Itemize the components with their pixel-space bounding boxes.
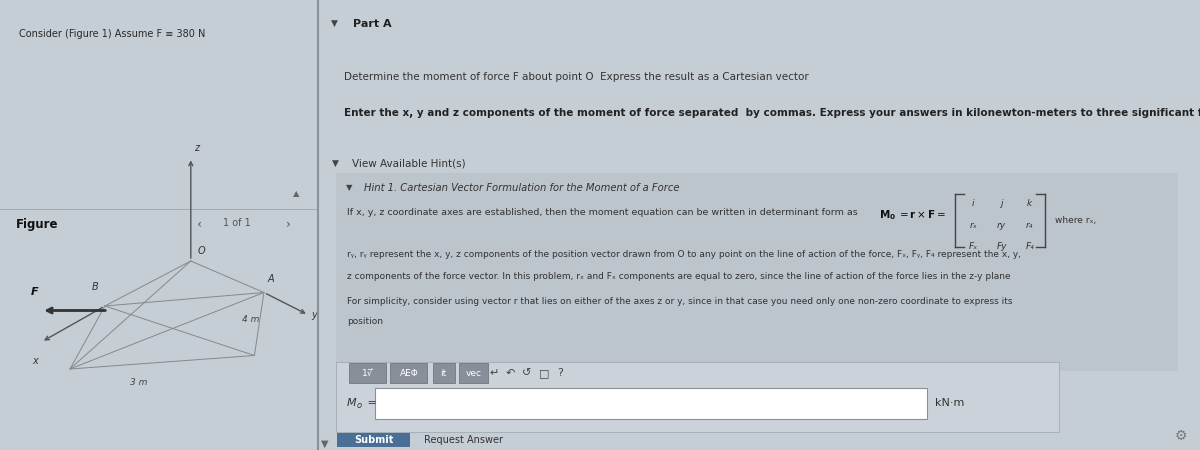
Text: it: it: [440, 369, 446, 378]
Text: 1√̅: 1√̅: [361, 369, 373, 378]
Text: kN·m: kN·m: [936, 398, 965, 408]
Bar: [376, 388, 926, 418]
Text: □: □: [540, 368, 550, 378]
Text: ▼: ▼: [347, 183, 353, 192]
Bar: [349, 363, 386, 383]
Text: 4 m: 4 m: [241, 315, 259, 324]
Text: F: F: [30, 287, 38, 297]
Text: B: B: [92, 283, 98, 293]
Bar: [390, 363, 427, 383]
Text: A: A: [268, 274, 274, 284]
Text: r₄: r₄: [1026, 220, 1033, 230]
Text: ry: ry: [997, 220, 1006, 230]
Text: rₓ: rₓ: [970, 220, 977, 230]
Text: ↺: ↺: [522, 368, 532, 378]
Text: For simplicity, consider using vector r that lies on either of the axes z or y, : For simplicity, consider using vector r …: [347, 297, 1013, 306]
Text: z components of the force vector. In this problem, rₓ and Fₓ components are equa: z components of the force vector. In thi…: [347, 272, 1010, 281]
Bar: [336, 173, 1178, 371]
Text: If x, y, z coordinate axes are established, then the moment equation can be writ: If x, y, z coordinate axes are establish…: [347, 208, 860, 217]
Text: ▼: ▼: [332, 158, 338, 167]
Text: Part A: Part A: [353, 19, 392, 29]
Text: M: M: [347, 398, 356, 408]
Text: Consider (Figure 1) Assume F ≡ 380 N: Consider (Figure 1) Assume F ≡ 380 N: [19, 29, 205, 39]
Text: Fy: Fy: [996, 242, 1007, 251]
Text: Enter the x, y and z components of the moment of force separated  by commas. Exp: Enter the x, y and z components of the m…: [344, 108, 1200, 118]
Text: 3 m: 3 m: [131, 378, 148, 387]
Text: AEΦ: AEΦ: [400, 369, 419, 378]
Text: O: O: [197, 247, 205, 256]
Text: $\mathbf{M_0}$: $\mathbf{M_0}$: [878, 208, 896, 222]
Text: ›: ›: [287, 218, 292, 231]
Text: View Available Hint(s): View Available Hint(s): [352, 158, 466, 168]
Text: position: position: [347, 317, 383, 326]
Text: where rₓ,: where rₓ,: [1055, 216, 1097, 225]
Text: F₄: F₄: [1025, 242, 1034, 251]
Text: 1 of 1: 1 of 1: [223, 218, 251, 228]
Text: ↶: ↶: [505, 368, 515, 378]
Text: o: o: [356, 401, 362, 410]
Bar: [337, 433, 409, 447]
Text: Request Answer: Request Answer: [424, 435, 503, 445]
Text: rᵧ, rᵧ represent the x, y, z components of the position vector drawn from O to a: rᵧ, rᵧ represent the x, y, z components …: [347, 250, 1021, 259]
Bar: [460, 363, 488, 383]
Text: Determine the moment of force F about point O  Express the result as a Cartesian: Determine the moment of force F about po…: [344, 72, 809, 82]
Text: k: k: [1027, 199, 1032, 208]
Text: Figure: Figure: [16, 218, 59, 231]
Text: y: y: [312, 310, 317, 320]
Text: Submit: Submit: [354, 435, 394, 445]
Text: z: z: [194, 143, 199, 153]
Text: ↵: ↵: [490, 368, 499, 378]
Text: j: j: [1001, 199, 1003, 208]
Text: ▼: ▼: [331, 19, 338, 28]
Text: Fₓ: Fₓ: [968, 242, 978, 251]
Text: $= \mathbf{r} \times \mathbf{F} =$: $= \mathbf{r} \times \mathbf{F} =$: [898, 208, 947, 220]
Text: vec: vec: [466, 369, 481, 378]
Bar: [336, 362, 1058, 432]
Text: x: x: [32, 356, 38, 365]
Text: Hint 1. Cartesian Vector Formulation for the Moment of a Force: Hint 1. Cartesian Vector Formulation for…: [364, 183, 679, 193]
Text: ▼: ▼: [320, 439, 328, 449]
Text: i: i: [972, 199, 974, 208]
Bar: [433, 363, 455, 383]
Text: =: =: [364, 398, 377, 408]
Text: ‹: ‹: [197, 218, 202, 231]
Text: ?: ?: [558, 368, 564, 378]
Text: ▲: ▲: [293, 189, 299, 198]
Text: ⚙: ⚙: [1175, 429, 1187, 443]
